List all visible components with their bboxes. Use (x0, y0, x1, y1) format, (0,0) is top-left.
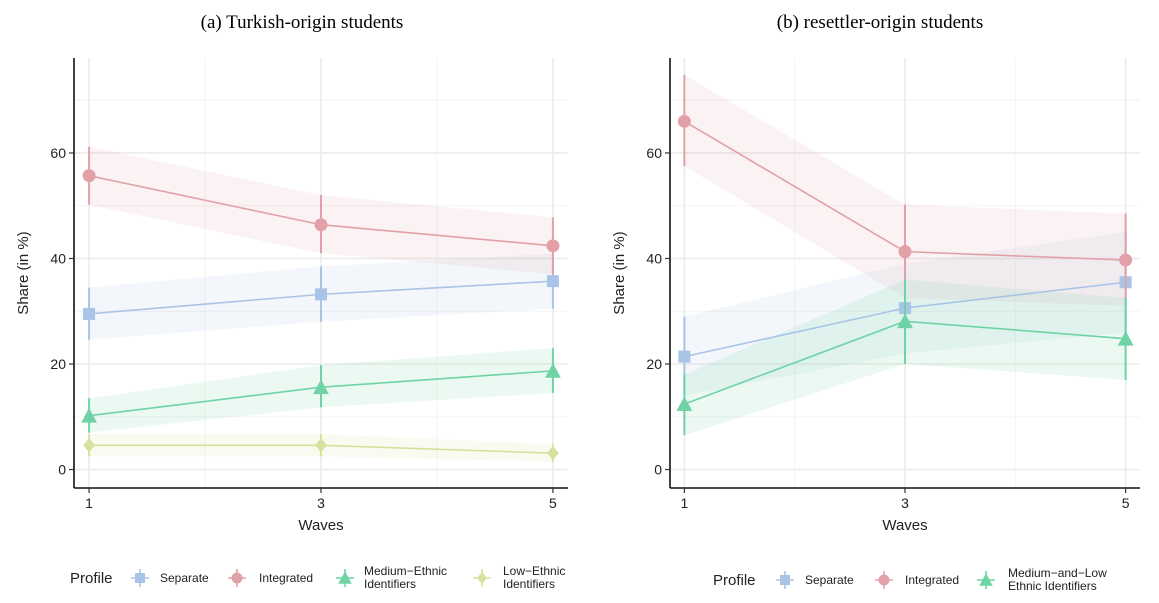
legend: Profile Separate Integrated Medium−Ethnic Id… (70, 564, 565, 591)
legend-label-medium-ethnic-identifiers: Medium−Ethnic Identifiers (364, 564, 447, 591)
data-point-separate (678, 350, 691, 363)
legend-label-medium-and-low-ethnic-identifiers: Medium−and−Low Ethnic Identifiers (1008, 566, 1107, 593)
ci-ribbon-integrated (684, 74, 1126, 306)
y-tick-label: 40 (50, 250, 66, 266)
x-tick-label: 1 (680, 495, 688, 511)
y-tick-label: 0 (654, 462, 662, 478)
data-point-medium-ethnic-identifiers (545, 362, 561, 378)
x-tick-label: 1 (85, 495, 93, 511)
x-axis-label: Waves (882, 517, 927, 534)
y-tick-label: 20 (50, 356, 66, 372)
legend-key-medium-ethnic-identifiers (338, 571, 352, 584)
legend: Profile Separate Integrated Medium−and−Low E… (713, 566, 1107, 593)
legend-key-integrated (231, 572, 243, 584)
y-tick-label: 0 (58, 462, 66, 478)
data-point-medium-ethnic-identifiers (313, 379, 329, 395)
data-point-low-ethnic-identifiers (315, 438, 327, 453)
legend-label-separate: Separate (805, 573, 854, 587)
legend-key-integrated (878, 574, 890, 586)
data-point-integrated (314, 218, 328, 232)
x-tick-label: 5 (1122, 495, 1130, 511)
data-point-low-ethnic-identifiers (83, 438, 96, 453)
legend-key-low-ethnic-identifiers (477, 572, 487, 584)
y-tick-label: 40 (646, 250, 662, 266)
x-tick-label: 3 (901, 495, 909, 511)
legend-label-low-ethnic-identifiers: Low−Ethnic Identifiers (503, 564, 565, 591)
y-axis-label: Share (in %) (611, 231, 628, 314)
panel-a: (a) Turkish-origin students 0 20 40 60 1 3 5 Wav… (15, 12, 568, 591)
legend-title: Profile (70, 570, 113, 587)
legend-key-separate (135, 573, 145, 583)
data-point-separate (546, 275, 559, 288)
x-axis-label: Waves (298, 517, 343, 534)
data-point-integrated (546, 239, 560, 253)
y-tick-label: 20 (646, 356, 662, 372)
data-point-medium-ethnic-identifiers (81, 407, 97, 423)
data-point-separate (83, 307, 96, 320)
y-tick-label: 60 (646, 145, 662, 161)
x-tick-label: 5 (549, 495, 557, 511)
data-point-integrated (1119, 253, 1133, 267)
x-tick-label: 3 (317, 495, 325, 511)
legend-label-integrated: Integrated (905, 573, 959, 587)
panel-b: (b) resettler-origin students 0 20 40 60 1 3 5 W… (611, 12, 1140, 593)
y-tick-label: 60 (50, 145, 66, 161)
legend-key-medium-and-low-ethnic-identifiers (979, 573, 993, 586)
data-point-integrated (82, 169, 96, 183)
y-axis-label: Share (in %) (15, 231, 32, 314)
data-point-separate (315, 288, 327, 301)
panel-title: (b) resettler-origin students (777, 12, 983, 33)
legend-title: Profile (713, 572, 756, 589)
data-point-low-ethnic-identifiers (546, 446, 559, 461)
legend-label-integrated: Integrated (259, 571, 313, 585)
data-point-integrated (898, 245, 912, 259)
data-point-medium-and-low-ethnic-identifiers (897, 313, 913, 329)
legend-label-separate: Separate (160, 571, 209, 585)
panel-title: (a) Turkish-origin students (201, 12, 404, 33)
data-point-integrated (677, 114, 691, 128)
data-point-medium-and-low-ethnic-identifiers (676, 396, 693, 412)
data-point-medium-and-low-ethnic-identifiers (1117, 330, 1134, 346)
legend-key-separate (780, 575, 790, 585)
